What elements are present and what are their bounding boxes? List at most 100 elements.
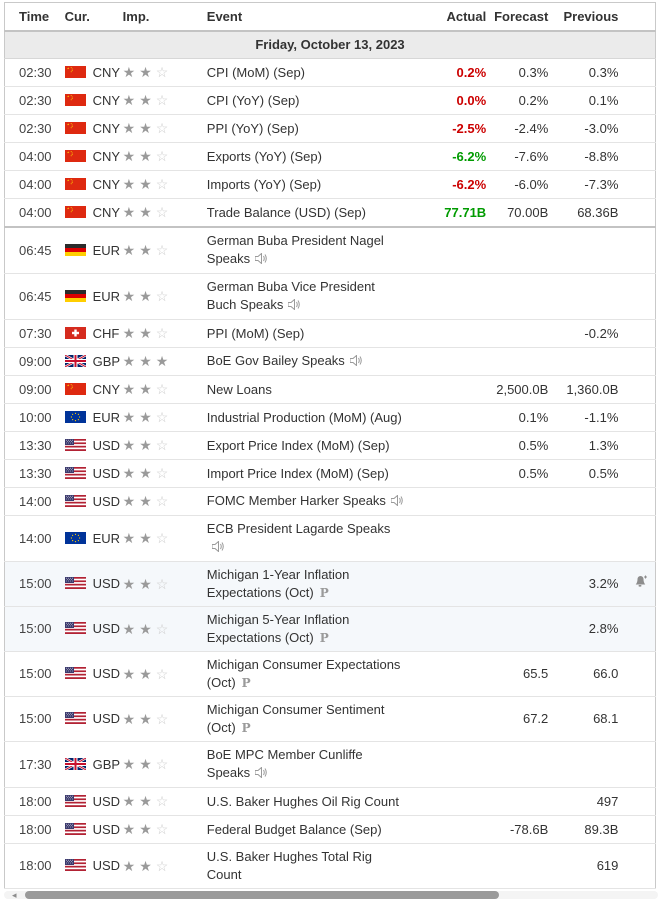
previous-value: 0.1% xyxy=(548,86,627,115)
event-link[interactable]: Michigan 5-Year Inflation Expectations (… xyxy=(206,612,350,645)
event-row[interactable]: 14:00 EUR ★★☆ ECB President Lagarde Speaks xyxy=(4,515,656,562)
star-filled-icon: ★ xyxy=(122,381,140,397)
event-row[interactable]: 06:45 EUR ★★☆ German Buba President Nagel S… xyxy=(4,226,656,274)
event-cell: Imports (YoY) (Sep) xyxy=(204,170,419,199)
previous-value: 66.0 xyxy=(548,651,627,697)
event-cell: Michigan Consumer Expectations (Oct) P xyxy=(204,651,419,697)
star-filled-icon: ★ xyxy=(122,288,140,304)
actual-value xyxy=(418,459,487,488)
event-row[interactable]: 06:45 EUR ★★☆ German Buba Vice President Bu… xyxy=(4,273,656,320)
forecast-value xyxy=(486,843,549,889)
speaker-icon xyxy=(349,353,363,371)
event-link[interactable]: CPI (YoY) (Sep) xyxy=(206,92,300,108)
event-link[interactable]: Imports (YoY) (Sep) xyxy=(206,176,322,192)
horizontal-scrollbar[interactable]: ◂ xyxy=(4,890,658,900)
currency-cell: EUR xyxy=(64,515,123,562)
importance-stars: ★★☆ xyxy=(122,114,205,143)
event-link[interactable]: Michigan 1-Year Inflation Expectations (… xyxy=(206,567,350,600)
event-row[interactable]: 18:00 USD ★★☆ U.S. Baker Hughes Total Rig C… xyxy=(4,843,656,889)
event-time: 09:00 xyxy=(4,375,65,404)
alert-cell xyxy=(626,198,656,228)
event-link[interactable]: German Buba Vice President Buch Speaks xyxy=(206,279,375,312)
event-row[interactable]: 15:00 USD ★★☆ Michigan 5-Year Inflation Exp… xyxy=(4,606,656,652)
event-link[interactable]: Import Price Index (MoM) (Sep) xyxy=(206,465,389,481)
event-row[interactable]: 09:00 GBP ★★★ BoE Gov Bailey Speaks xyxy=(4,347,656,376)
event-row[interactable]: 15:00 USD ★★☆ Michigan Consumer Expectation… xyxy=(4,651,656,697)
event-row[interactable]: 14:00 USD ★★☆ FOMC Member Harker Speaks xyxy=(4,487,656,516)
star-filled-icon: ★ xyxy=(139,92,156,108)
event-link[interactable]: Federal Budget Balance (Sep) xyxy=(206,821,382,837)
column-header-event: Event xyxy=(204,2,419,32)
event-link[interactable]: Exports (YoY) (Sep) xyxy=(206,148,322,164)
event-row[interactable]: 04:00 CNY ★★☆ Exports (YoY) (Sep) -6.2% -7.6%… xyxy=(4,142,656,171)
us-flag-icon xyxy=(64,466,86,479)
event-link[interactable]: Michigan Consumer Expectations (Oct) xyxy=(206,657,401,690)
event-row[interactable]: 10:00 EUR ★★☆ Industrial Production (MoM) (… xyxy=(4,403,656,432)
star-empty-icon: ☆ xyxy=(155,148,173,164)
scrollbar-thumb[interactable] xyxy=(25,891,499,899)
event-row[interactable]: 09:00 CNY ★★☆ New Loans 2,500.0B 1,360.0B xyxy=(4,375,656,404)
currency-code: CNY xyxy=(92,92,121,108)
event-row[interactable]: 04:00 CNY ★★☆ Trade Balance (USD) (Sep) 77.7… xyxy=(4,198,656,228)
event-row[interactable]: 18:00 USD ★★☆ U.S. Baker Hughes Oil Rig Cou… xyxy=(4,787,656,816)
currency-code: CNY xyxy=(92,148,121,164)
event-time: 06:45 xyxy=(4,226,65,274)
us-flag-icon xyxy=(64,822,86,835)
currency-cell: USD xyxy=(64,431,123,460)
star-filled-icon: ★ xyxy=(139,493,156,509)
speaker-icon xyxy=(211,539,225,557)
event-link[interactable]: PPI (YoY) (Sep) xyxy=(206,120,299,136)
currency-cell: USD xyxy=(64,787,123,816)
actual-value xyxy=(418,273,487,320)
star-filled-icon: ★ xyxy=(122,242,140,258)
event-time: 07:30 xyxy=(4,319,65,348)
event-row[interactable]: 17:30 GBP ★★☆ BoE MPC Member Cunliffe Speak… xyxy=(4,741,656,788)
event-cell: New Loans xyxy=(204,375,419,404)
event-link[interactable]: New Loans xyxy=(206,381,272,397)
actual-value: 77.71B xyxy=(418,198,487,228)
event-link[interactable]: BoE MPC Member Cunliffe Speaks xyxy=(206,747,363,780)
event-row[interactable]: 02:30 CNY ★★☆ CPI (MoM) (Sep) 0.2% 0.3% 0.3% xyxy=(4,58,656,87)
star-empty-icon: ☆ xyxy=(155,465,173,481)
currency-cell: USD xyxy=(64,843,123,889)
star-empty-icon: ☆ xyxy=(155,530,173,546)
event-link[interactable]: Export Price Index (MoM) (Sep) xyxy=(206,437,390,453)
event-row[interactable]: 13:30 USD ★★☆ Export Price Index (MoM) (Sep… xyxy=(4,431,656,460)
event-row[interactable]: 18:00 USD ★★☆ Federal Budget Balance (Sep) -… xyxy=(4,815,656,844)
event-link[interactable]: Trade Balance (USD) (Sep) xyxy=(206,204,366,220)
event-link[interactable]: Michigan Consumer Sentiment (Oct) xyxy=(206,702,385,735)
event-row[interactable]: 15:00 USD ★★☆ Michigan 1-Year Inflation Exp… xyxy=(4,561,656,607)
event-link[interactable]: FOMC Member Harker Speaks xyxy=(206,493,386,508)
scrollbar-left-arrow-icon[interactable]: ◂ xyxy=(12,890,17,900)
previous-value: 1,360.0B xyxy=(548,375,627,404)
event-cell: Trade Balance (USD) (Sep) xyxy=(204,198,419,228)
forecast-value: 65.5 xyxy=(486,651,549,697)
column-header-forecast: Forecast xyxy=(486,2,549,32)
cn-flag-icon xyxy=(64,93,86,106)
event-row[interactable]: 13:30 USD ★★☆ Import Price Index (MoM) (Sep… xyxy=(4,459,656,488)
event-link[interactable]: Industrial Production (MoM) (Aug) xyxy=(206,409,402,425)
currency-cell: USD xyxy=(64,696,123,742)
event-link[interactable]: U.S. Baker Hughes Oil Rig Count xyxy=(206,793,399,809)
event-row[interactable]: 02:30 CNY ★★☆ CPI (YoY) (Sep) 0.0% 0.2% 0.1% xyxy=(4,86,656,115)
actual-value xyxy=(418,815,487,844)
bell-plus-icon[interactable] xyxy=(633,575,648,593)
event-link[interactable]: U.S. Baker Hughes Total Rig Count xyxy=(206,849,373,882)
event-row[interactable]: 15:00 USD ★★☆ Michigan Consumer Sentiment (… xyxy=(4,696,656,742)
star-filled-icon: ★ xyxy=(139,620,156,637)
importance-stars: ★★☆ xyxy=(122,170,205,199)
event-row[interactable]: 04:00 CNY ★★☆ Imports (YoY) (Sep) -6.2% -6.0%… xyxy=(4,170,656,199)
event-link[interactable]: ECB President Lagarde Speaks xyxy=(206,521,391,536)
event-row[interactable]: 07:30 CHF ★★☆ PPI (MoM) (Sep) -0.2% xyxy=(4,319,656,348)
event-link[interactable]: CPI (MoM) (Sep) xyxy=(206,64,306,80)
currency-cell: USD xyxy=(64,459,123,488)
event-link[interactable]: German Buba President Nagel Speaks xyxy=(206,233,384,266)
event-row[interactable]: 02:30 CNY ★★☆ PPI (YoY) (Sep) -2.5% -2.4% -3.0… xyxy=(4,114,656,143)
forecast-value xyxy=(486,226,549,274)
currency-cell: GBP xyxy=(64,347,123,376)
previous-value: 89.3B xyxy=(548,815,627,844)
currency-cell: CNY xyxy=(64,142,123,171)
actual-value: 0.2% xyxy=(418,58,487,87)
event-link[interactable]: BoE Gov Bailey Speaks xyxy=(206,353,345,368)
event-link[interactable]: PPI (MoM) (Sep) xyxy=(206,325,305,341)
